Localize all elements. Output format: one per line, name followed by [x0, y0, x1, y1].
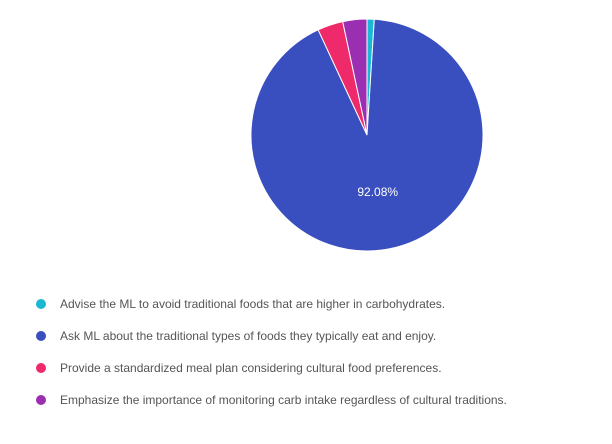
legend-dot-icon — [36, 331, 46, 341]
legend-item-ask-ml[interactable]: Ask ML about the traditional types of fo… — [36, 324, 596, 348]
pie-slice-ask-ml[interactable] — [250, 18, 484, 252]
legend-dot-icon — [36, 395, 46, 405]
legend-dot-icon — [36, 363, 46, 373]
pie-slice-monitor-carbs[interactable] — [342, 18, 368, 136]
legend-item-monitor-carbs[interactable]: Emphasize the importance of monitoring c… — [36, 388, 596, 412]
pie-chart: 92.08% — [250, 18, 484, 252]
pie-data-label: 92.08% — [357, 185, 398, 199]
chart-legend: Advise the ML to avoid traditional foods… — [36, 292, 596, 420]
legend-item-advise-avoid[interactable]: Advise the ML to avoid traditional foods… — [36, 292, 596, 316]
legend-label: Provide a standardized meal plan conside… — [60, 361, 442, 375]
legend-label: Advise the ML to avoid traditional foods… — [60, 297, 446, 311]
legend-dot-icon — [36, 299, 46, 309]
legend-label: Ask ML about the traditional types of fo… — [60, 329, 437, 343]
legend-label: Emphasize the importance of monitoring c… — [60, 393, 507, 407]
legend-item-standardized-plan[interactable]: Provide a standardized meal plan conside… — [36, 356, 596, 380]
